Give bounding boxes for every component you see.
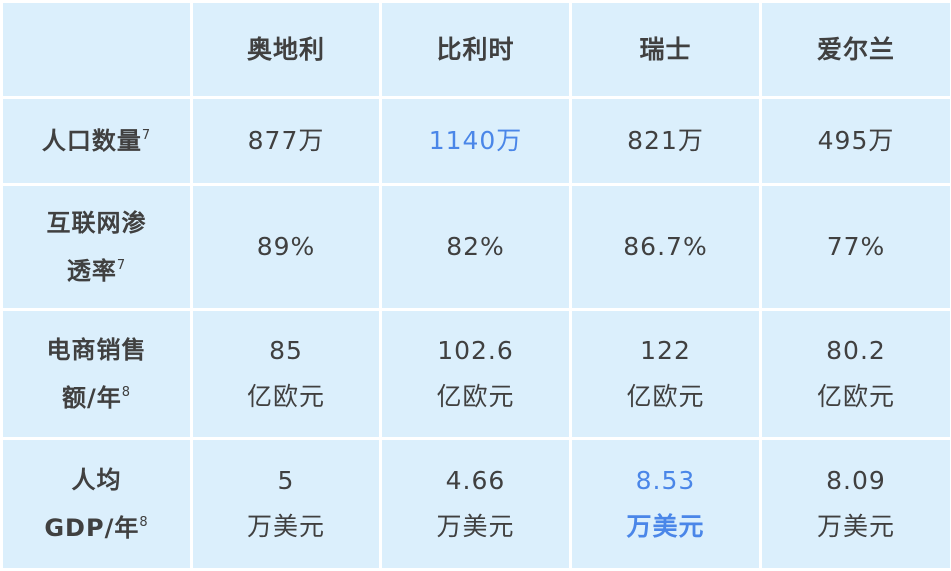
table-cell: 821万 — [572, 99, 759, 183]
table-cell: 877万 — [193, 99, 379, 183]
cell-value: 85 — [269, 336, 303, 365]
header-austria: 奥地利 — [193, 3, 379, 96]
table-cell: 495万 — [762, 99, 950, 183]
cell-value: 122 — [640, 336, 691, 365]
cell-value: 1140万 — [428, 126, 523, 155]
cell-unit: 亿欧元 — [436, 382, 515, 411]
label-line: 人均 — [71, 466, 122, 494]
footnote-ref: 8 — [121, 385, 132, 400]
cell-unit: 万美元 — [816, 512, 895, 541]
footnote-ref: 8 — [139, 515, 149, 530]
cell-value: 5 — [277, 466, 295, 495]
table-cell: 80.2 亿欧元 — [762, 311, 950, 437]
header-corner — [3, 3, 190, 96]
label-text: 人口数量 — [41, 127, 142, 155]
table-cell: 85 亿欧元 — [193, 311, 379, 437]
cell-value: 877万 — [247, 126, 325, 155]
cell-value: 821万 — [627, 126, 704, 155]
label-line: 互联网渗 — [46, 209, 147, 237]
row-label-ecommerce-sales: 电商销售额/年8 — [3, 311, 190, 437]
cell-unit: 万美元 — [436, 512, 515, 541]
cell-value: 77% — [826, 232, 886, 261]
footnote-ref: 7 — [141, 128, 152, 143]
label-line: 额/年 — [61, 384, 122, 412]
table-cell: 5 万美元 — [193, 440, 379, 568]
label-line: 电商销售 — [46, 336, 147, 364]
cell-value: 86.7% — [623, 232, 708, 261]
cell-value: 8.53 — [635, 466, 696, 495]
row-label-population: 人口数量7 — [3, 99, 190, 183]
cell-value: 82% — [446, 232, 505, 261]
row-label-gdp-per-capita: 人均 GDP/年8 — [3, 440, 190, 568]
cell-value: 102.6 — [437, 336, 514, 365]
cell-unit: 亿欧元 — [246, 382, 325, 411]
header-switzerland: 瑞士 — [572, 3, 759, 96]
header-ireland: 爱尔兰 — [762, 3, 950, 96]
footnote-ref: 7 — [116, 258, 127, 273]
table-cell: 8.09 万美元 — [762, 440, 950, 568]
table-cell: 82% — [382, 186, 569, 308]
cell-value: 4.66 — [445, 466, 506, 495]
cell-unit: 万美元 — [246, 512, 325, 541]
table-cell: 102.6 亿欧元 — [382, 311, 569, 437]
label-line: 透率 — [66, 257, 117, 285]
table-cell: 86.7% — [572, 186, 759, 308]
label-line: GDP/年 — [44, 514, 140, 542]
table-cell: 4.66 万美元 — [382, 440, 569, 568]
cell-unit: 万美元 — [626, 512, 705, 541]
table-cell-highlight: 8.53 万美元 — [572, 440, 759, 568]
cell-value: 89% — [256, 232, 316, 261]
cell-value: 495万 — [817, 126, 895, 155]
cell-value: 80.2 — [826, 336, 886, 365]
table-cell: 77% — [762, 186, 950, 308]
table-cell-highlight: 1140万 — [382, 99, 569, 183]
row-label-internet-penetration: 互联网渗透率7 — [3, 186, 190, 308]
header-belgium: 比利时 — [382, 3, 569, 96]
cell-value: 8.09 — [826, 466, 886, 495]
cell-unit: 亿欧元 — [816, 382, 895, 411]
cell-unit: 亿欧元 — [626, 382, 705, 411]
table-cell: 122 亿欧元 — [572, 311, 759, 437]
table-cell: 89% — [193, 186, 379, 308]
